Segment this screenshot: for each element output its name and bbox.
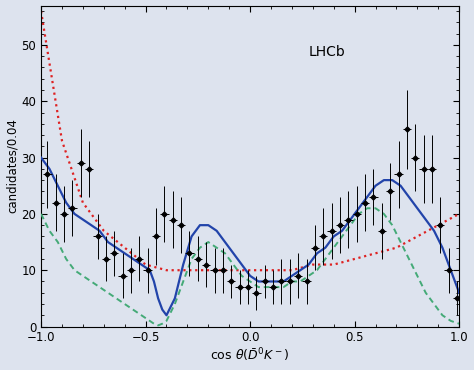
X-axis label: $\cos\,\theta(\bar{D}^0K^-)$: $\cos\,\theta(\bar{D}^0K^-)$ [210,347,290,364]
Text: LHCb: LHCb [309,45,346,59]
Y-axis label: candidates/0.04: candidates/0.04 [6,119,18,213]
